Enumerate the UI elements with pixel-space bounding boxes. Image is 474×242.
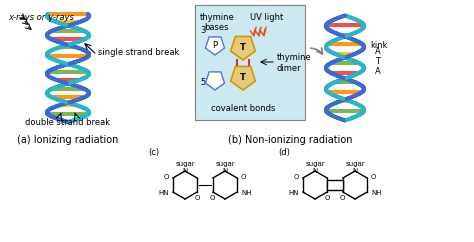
Text: O: O xyxy=(241,174,246,180)
Text: 3': 3' xyxy=(200,26,208,35)
Text: O: O xyxy=(340,195,345,201)
Text: 5': 5' xyxy=(200,78,208,87)
Text: A: A xyxy=(375,68,381,76)
Text: N: N xyxy=(182,168,188,174)
Text: O: O xyxy=(325,195,330,201)
Text: sugar: sugar xyxy=(175,161,195,167)
Text: UV light: UV light xyxy=(250,13,283,22)
Text: thymine
bases: thymine bases xyxy=(200,13,234,32)
Polygon shape xyxy=(231,37,255,60)
Text: sugar: sugar xyxy=(345,161,365,167)
Polygon shape xyxy=(206,37,225,55)
Text: (c): (c) xyxy=(148,148,159,157)
Text: thymine
dimer: thymine dimer xyxy=(277,53,312,73)
Text: sugar: sugar xyxy=(215,161,235,167)
Text: O: O xyxy=(210,195,215,201)
Text: (a) Ionizing radiation: (a) Ionizing radiation xyxy=(18,135,118,145)
Text: HN: HN xyxy=(158,190,169,196)
Text: N: N xyxy=(222,168,228,174)
Text: (b) Non-ionizing radiation: (b) Non-ionizing radiation xyxy=(228,135,352,145)
Text: P: P xyxy=(212,40,218,50)
FancyBboxPatch shape xyxy=(195,5,305,120)
Text: T: T xyxy=(240,43,246,52)
Text: covalent bonds: covalent bonds xyxy=(211,104,275,113)
Text: sugar: sugar xyxy=(305,161,325,167)
Text: HN: HN xyxy=(289,190,299,196)
Text: O: O xyxy=(164,174,169,180)
Text: x-rays or γ-rays: x-rays or γ-rays xyxy=(8,14,74,23)
Polygon shape xyxy=(231,67,255,90)
Polygon shape xyxy=(206,72,225,90)
Text: (d): (d) xyxy=(278,148,290,157)
Text: NH: NH xyxy=(241,190,252,196)
Text: NH: NH xyxy=(371,190,382,196)
Text: N: N xyxy=(312,168,318,174)
Polygon shape xyxy=(327,180,343,190)
Text: O: O xyxy=(195,195,201,201)
Text: double strand break: double strand break xyxy=(26,118,110,127)
Text: kink: kink xyxy=(370,40,388,50)
Text: T: T xyxy=(375,58,380,67)
Text: A: A xyxy=(375,47,381,56)
Text: O: O xyxy=(293,174,299,180)
Text: T: T xyxy=(240,73,246,82)
Text: O: O xyxy=(371,174,376,180)
Text: N: N xyxy=(352,168,357,174)
Text: single strand break: single strand break xyxy=(98,48,179,57)
